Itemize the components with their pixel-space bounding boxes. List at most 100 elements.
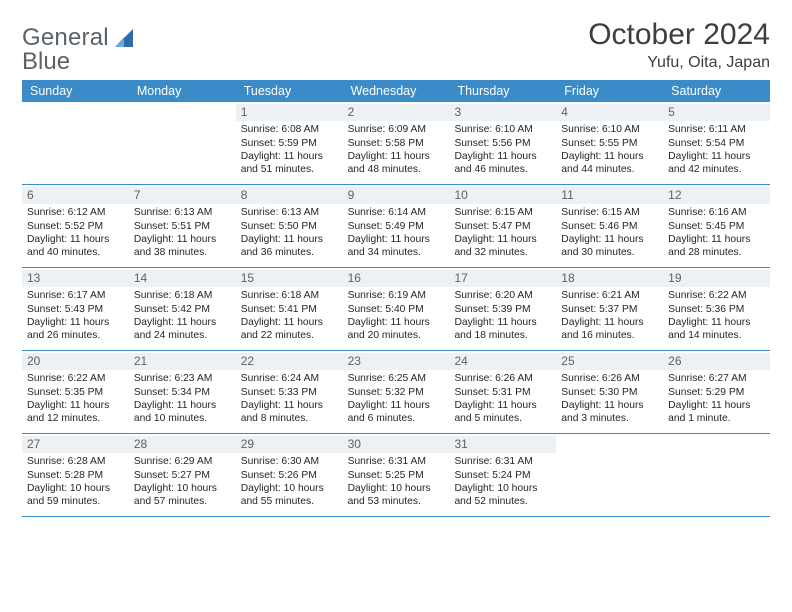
weekday-header: Monday (129, 80, 236, 102)
sunset-text: Sunset: 5:46 PM (561, 220, 658, 233)
sunset-text: Sunset: 5:55 PM (561, 137, 658, 150)
daylight-text: and 59 minutes. (27, 495, 124, 508)
daylight-text: Daylight: 11 hours (561, 399, 658, 412)
day-cell: 5Sunrise: 6:11 AMSunset: 5:54 PMDaylight… (663, 102, 770, 184)
sunrise-text: Sunrise: 6:28 AM (27, 455, 124, 468)
daylight-text: and 10 minutes. (134, 412, 231, 425)
empty-cell (129, 102, 236, 184)
daylight-text: and 3 minutes. (561, 412, 658, 425)
sunrise-text: Sunrise: 6:10 AM (454, 123, 551, 136)
daylight-text: Daylight: 11 hours (668, 399, 765, 412)
day-number-row: 15 (236, 270, 343, 287)
daylight-text: and 16 minutes. (561, 329, 658, 342)
sunrise-text: Sunrise: 6:24 AM (241, 372, 338, 385)
daylight-text: Daylight: 10 hours (348, 482, 445, 495)
sunrise-text: Sunrise: 6:18 AM (134, 289, 231, 302)
daylight-text: and 38 minutes. (134, 246, 231, 259)
day-cell: 14Sunrise: 6:18 AMSunset: 5:42 PMDayligh… (129, 268, 236, 350)
day-cell: 9Sunrise: 6:14 AMSunset: 5:49 PMDaylight… (343, 185, 450, 267)
day-number-row: 17 (449, 270, 556, 287)
sunset-text: Sunset: 5:43 PM (27, 303, 124, 316)
day-number: 9 (348, 188, 355, 203)
day-number: 20 (27, 354, 40, 369)
day-number: 7 (134, 188, 141, 203)
day-cell: 13Sunrise: 6:17 AMSunset: 5:43 PMDayligh… (22, 268, 129, 350)
day-number-row: 11 (556, 187, 663, 204)
daylight-text: Daylight: 11 hours (348, 316, 445, 329)
sunset-text: Sunset: 5:27 PM (134, 469, 231, 482)
day-cell: 23Sunrise: 6:25 AMSunset: 5:32 PMDayligh… (343, 351, 450, 433)
empty-cell (663, 434, 770, 516)
daylight-text: and 14 minutes. (668, 329, 765, 342)
day-number: 2 (348, 105, 355, 120)
daylight-text: and 44 minutes. (561, 163, 658, 176)
day-number-row: 28 (129, 436, 236, 453)
day-cell: 12Sunrise: 6:16 AMSunset: 5:45 PMDayligh… (663, 185, 770, 267)
day-cell: 24Sunrise: 6:26 AMSunset: 5:31 PMDayligh… (449, 351, 556, 433)
day-cell: 6Sunrise: 6:12 AMSunset: 5:52 PMDaylight… (22, 185, 129, 267)
day-number: 25 (561, 354, 574, 369)
sunset-text: Sunset: 5:30 PM (561, 386, 658, 399)
day-number: 29 (241, 437, 254, 452)
sunset-text: Sunset: 5:40 PM (348, 303, 445, 316)
sunrise-text: Sunrise: 6:09 AM (348, 123, 445, 136)
day-number-row: 18 (556, 270, 663, 287)
day-number-row: 27 (22, 436, 129, 453)
sunrise-text: Sunrise: 6:15 AM (454, 206, 551, 219)
day-cell: 4Sunrise: 6:10 AMSunset: 5:55 PMDaylight… (556, 102, 663, 184)
day-number: 28 (134, 437, 147, 452)
sunrise-text: Sunrise: 6:29 AM (134, 455, 231, 468)
daylight-text: and 57 minutes. (134, 495, 231, 508)
sunrise-text: Sunrise: 6:23 AM (134, 372, 231, 385)
day-cell: 29Sunrise: 6:30 AMSunset: 5:26 PMDayligh… (236, 434, 343, 516)
daylight-text: Daylight: 11 hours (27, 399, 124, 412)
daylight-text: and 20 minutes. (348, 329, 445, 342)
day-cell: 30Sunrise: 6:31 AMSunset: 5:25 PMDayligh… (343, 434, 450, 516)
daylight-text: Daylight: 11 hours (241, 399, 338, 412)
sunset-text: Sunset: 5:59 PM (241, 137, 338, 150)
sunset-text: Sunset: 5:37 PM (561, 303, 658, 316)
daylight-text: Daylight: 10 hours (454, 482, 551, 495)
day-number: 10 (454, 188, 467, 203)
daylight-text: and 55 minutes. (241, 495, 338, 508)
daylight-text: Daylight: 11 hours (134, 399, 231, 412)
daylight-text: Daylight: 11 hours (134, 233, 231, 246)
week-row: 13Sunrise: 6:17 AMSunset: 5:43 PMDayligh… (22, 268, 770, 351)
day-number-row: 10 (449, 187, 556, 204)
daylight-text: and 24 minutes. (134, 329, 231, 342)
sunrise-text: Sunrise: 6:17 AM (27, 289, 124, 302)
daylight-text: Daylight: 11 hours (348, 399, 445, 412)
sunrise-text: Sunrise: 6:15 AM (561, 206, 658, 219)
sunrise-text: Sunrise: 6:26 AM (454, 372, 551, 385)
day-number-row: 31 (449, 436, 556, 453)
daylight-text: and 36 minutes. (241, 246, 338, 259)
header: General October 2024 Yufu, Oita, Japan (22, 18, 770, 72)
weeks-container: 1Sunrise: 6:08 AMSunset: 5:59 PMDaylight… (22, 102, 770, 517)
day-number: 4 (561, 105, 568, 120)
sunset-text: Sunset: 5:47 PM (454, 220, 551, 233)
day-number: 21 (134, 354, 147, 369)
day-number: 3 (454, 105, 461, 120)
sunrise-text: Sunrise: 6:10 AM (561, 123, 658, 136)
sunrise-text: Sunrise: 6:25 AM (348, 372, 445, 385)
day-number: 30 (348, 437, 361, 452)
day-cell: 19Sunrise: 6:22 AMSunset: 5:36 PMDayligh… (663, 268, 770, 350)
day-number: 6 (27, 188, 34, 203)
sunrise-text: Sunrise: 6:27 AM (668, 372, 765, 385)
day-number-row: 14 (129, 270, 236, 287)
sunset-text: Sunset: 5:36 PM (668, 303, 765, 316)
daylight-text: and 8 minutes. (241, 412, 338, 425)
title-group: October 2024 Yufu, Oita, Japan (588, 18, 770, 72)
daylight-text: and 40 minutes. (27, 246, 124, 259)
sunrise-text: Sunrise: 6:12 AM (27, 206, 124, 219)
daylight-text: Daylight: 11 hours (668, 233, 765, 246)
day-cell: 11Sunrise: 6:15 AMSunset: 5:46 PMDayligh… (556, 185, 663, 267)
sunset-text: Sunset: 5:45 PM (668, 220, 765, 233)
day-cell: 15Sunrise: 6:18 AMSunset: 5:41 PMDayligh… (236, 268, 343, 350)
day-number: 16 (348, 271, 361, 286)
day-number-row: 9 (343, 187, 450, 204)
sunrise-text: Sunrise: 6:18 AM (241, 289, 338, 302)
day-cell: 21Sunrise: 6:23 AMSunset: 5:34 PMDayligh… (129, 351, 236, 433)
day-number-row: 24 (449, 353, 556, 370)
day-number: 14 (134, 271, 147, 286)
